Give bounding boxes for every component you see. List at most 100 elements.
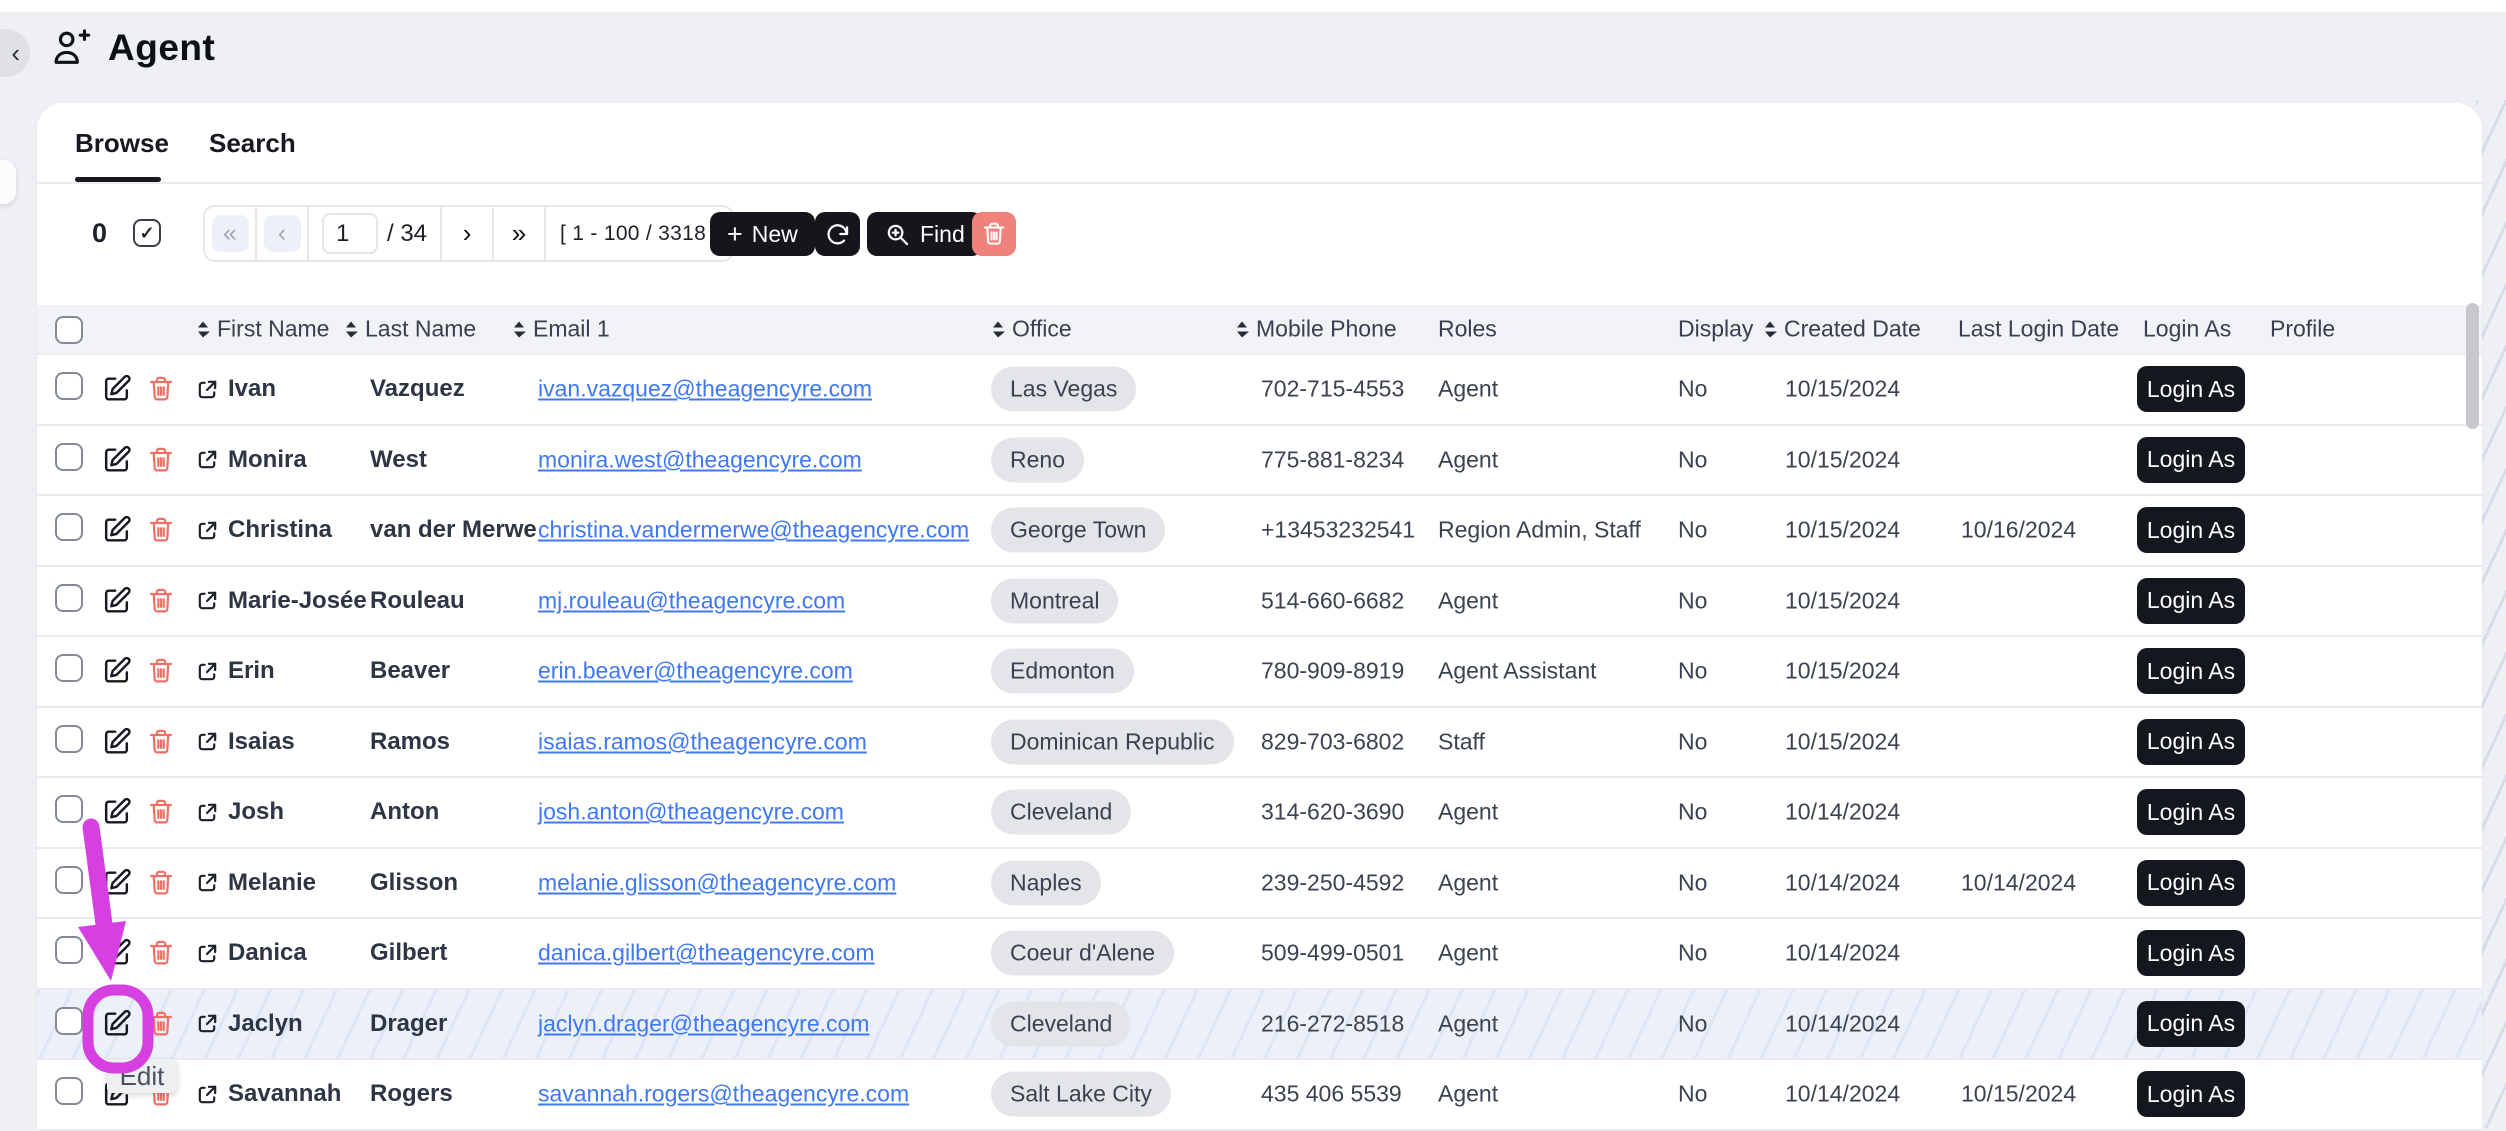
table-row: Melanie Glisson melanie.glisson@theagencyr… xyxy=(37,848,2482,919)
login-as-button[interactable]: Login As xyxy=(2137,648,2245,695)
page-indicator: / 34 xyxy=(309,207,440,260)
first-name: Ivan xyxy=(228,375,277,403)
created-date: 10/14/2024 xyxy=(1785,939,1901,966)
row-checkbox[interactable] xyxy=(55,372,83,401)
open-record-icon[interactable] xyxy=(196,942,219,965)
next-page-button[interactable]: › xyxy=(442,207,493,260)
email-link[interactable]: melanie.glisson@theagencyre.com xyxy=(538,869,897,896)
column-header-last-name[interactable]: Last Name xyxy=(344,316,476,343)
open-record-icon[interactable] xyxy=(196,1083,219,1106)
vertical-scrollbar-thumb[interactable] xyxy=(2466,303,2479,429)
login-as-button[interactable]: Login As xyxy=(2137,789,2245,836)
row-checkbox[interactable] xyxy=(55,865,83,894)
column-header-first-name[interactable]: First Name xyxy=(196,316,329,343)
edit-row-button[interactable] xyxy=(101,374,132,405)
column-header-profile: Profile xyxy=(2270,316,2335,343)
last-name: Beaver xyxy=(370,657,451,685)
open-record-icon[interactable] xyxy=(196,871,219,894)
column-header-mobile-phone[interactable]: Mobile Phone xyxy=(1235,316,1397,343)
row-checkbox[interactable] xyxy=(55,1077,83,1106)
email-link[interactable]: mj.rouleau@theagencyre.com xyxy=(538,587,846,614)
row-checkbox[interactable] xyxy=(55,654,83,683)
delete-row-button[interactable] xyxy=(147,727,175,757)
open-record-icon[interactable] xyxy=(196,448,219,471)
user-plus-icon xyxy=(48,26,92,70)
new-button[interactable]: + New xyxy=(710,212,815,256)
edit-row-button[interactable] xyxy=(101,797,132,828)
email-link[interactable]: isaias.ramos@theagencyre.com xyxy=(538,728,867,755)
office-badge: Edmonton xyxy=(991,648,1134,694)
selection-mode-checkbox[interactable]: ✓ xyxy=(133,219,161,247)
login-as-button[interactable]: Login As xyxy=(2137,577,2245,624)
tab-divider xyxy=(37,182,2482,184)
edit-row-button[interactable] xyxy=(101,585,132,616)
edit-row-button[interactable] xyxy=(101,867,132,898)
login-as-button[interactable]: Login As xyxy=(2137,859,2245,906)
drawer-handle[interactable] xyxy=(0,160,16,204)
delete-row-button[interactable] xyxy=(147,1009,175,1039)
delete-row-button[interactable] xyxy=(147,374,175,404)
page-number-input[interactable] xyxy=(322,213,378,254)
delete-row-button[interactable] xyxy=(147,515,175,545)
delete-row-button[interactable] xyxy=(147,445,175,475)
email-link[interactable]: ivan.vazquez@theagencyre.com xyxy=(538,375,873,402)
column-header-email[interactable]: Email 1 xyxy=(512,316,610,343)
column-header-office[interactable]: Office xyxy=(991,316,1072,343)
tab-browse[interactable]: Browse xyxy=(75,128,169,158)
open-record-icon[interactable] xyxy=(196,1012,219,1035)
edit-row-button[interactable] xyxy=(101,1008,132,1039)
row-checkbox[interactable] xyxy=(55,724,83,753)
login-as-button[interactable]: Login As xyxy=(2137,436,2245,483)
back-button[interactable]: ‹ xyxy=(0,29,30,77)
edit-row-button[interactable] xyxy=(101,938,132,969)
open-record-icon[interactable] xyxy=(196,730,219,753)
email-link[interactable]: jaclyn.drager@theagencyre.com xyxy=(538,1010,870,1037)
row-checkbox[interactable] xyxy=(55,583,83,612)
email-link[interactable]: danica.gilbert@theagencyre.com xyxy=(538,939,875,966)
email-link[interactable]: erin.beaver@theagencyre.com xyxy=(538,657,853,684)
delete-row-button[interactable] xyxy=(147,797,175,827)
open-record-icon[interactable] xyxy=(196,378,219,401)
login-as-button[interactable]: Login As xyxy=(2137,1071,2245,1118)
column-header-created-date[interactable]: Created Date xyxy=(1763,316,1921,343)
open-record-icon[interactable] xyxy=(196,589,219,612)
edit-row-button[interactable] xyxy=(101,656,132,687)
edit-row-button[interactable] xyxy=(101,444,132,475)
refresh-button[interactable] xyxy=(815,212,860,256)
row-checkbox[interactable] xyxy=(55,795,83,824)
edit-row-button[interactable] xyxy=(101,515,132,546)
edit-row-button[interactable] xyxy=(101,726,132,757)
tab-search[interactable]: Search xyxy=(209,128,296,158)
find-button-label: Find xyxy=(920,220,965,247)
email-link[interactable]: josh.anton@theagencyre.com xyxy=(538,798,844,825)
bulk-delete-button[interactable] xyxy=(972,212,1016,256)
first-page-button[interactable]: « xyxy=(205,207,255,260)
table-row: Danica Gilbert danica.gilbert@theagencyre.… xyxy=(37,919,2482,990)
email-link[interactable]: savannah.rogers@theagencyre.com xyxy=(538,1080,910,1107)
select-all-checkbox[interactable] xyxy=(55,316,83,344)
delete-row-button[interactable] xyxy=(147,938,175,968)
created-date: 10/14/2024 xyxy=(1785,798,1901,825)
open-record-icon[interactable] xyxy=(196,801,219,824)
chevron-left-icon: ‹ xyxy=(263,215,301,252)
login-as-button[interactable]: Login As xyxy=(2137,718,2245,765)
previous-page-button[interactable]: ‹ xyxy=(257,207,307,260)
delete-row-button[interactable] xyxy=(147,656,175,686)
last-page-button[interactable]: » xyxy=(494,207,545,260)
login-as-button[interactable]: Login As xyxy=(2137,930,2245,977)
login-as-button[interactable]: Login As xyxy=(2137,1000,2245,1047)
search-plus-icon xyxy=(884,221,911,248)
open-record-icon[interactable] xyxy=(196,660,219,683)
login-as-button[interactable]: Login As xyxy=(2137,366,2245,413)
email-link[interactable]: monira.west@theagencyre.com xyxy=(538,446,862,473)
row-checkbox[interactable] xyxy=(55,513,83,542)
open-record-icon[interactable] xyxy=(196,519,219,542)
delete-row-button[interactable] xyxy=(147,868,175,898)
row-checkbox[interactable] xyxy=(55,442,83,471)
delete-row-button[interactable] xyxy=(147,586,175,616)
login-as-button[interactable]: Login As xyxy=(2137,507,2245,554)
email-link[interactable]: christina.vandermerwe@theagencyre.com xyxy=(538,516,970,543)
row-checkbox[interactable] xyxy=(55,936,83,965)
row-checkbox[interactable] xyxy=(55,1006,83,1035)
find-button[interactable]: Find xyxy=(867,212,982,256)
